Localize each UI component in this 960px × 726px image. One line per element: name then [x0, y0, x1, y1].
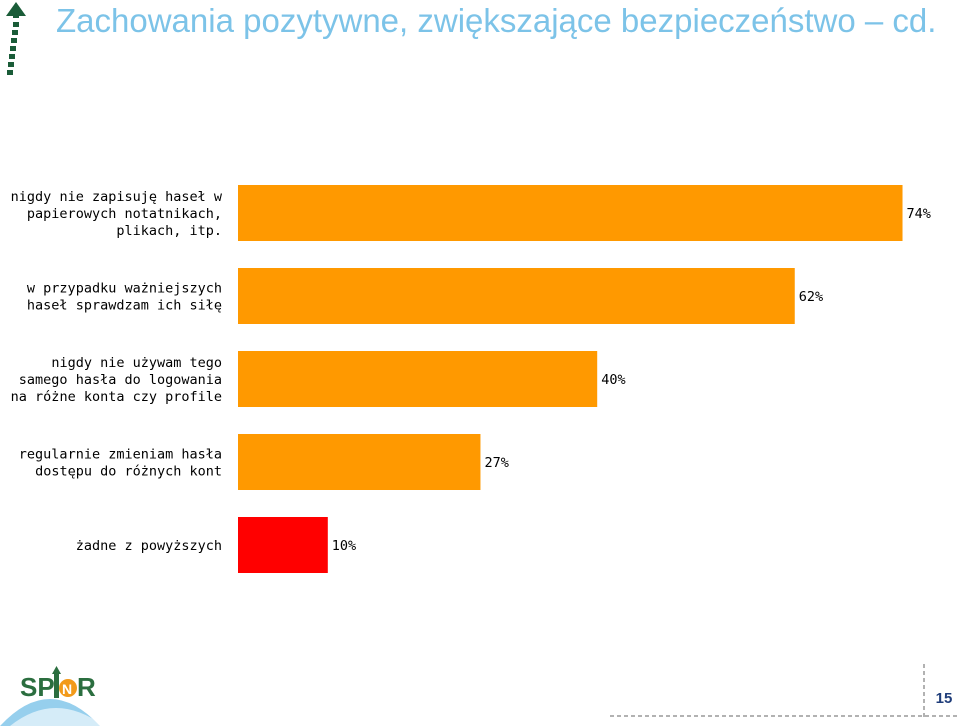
category-label-line: nigdy nie zapisuję haseł w [11, 189, 223, 205]
page-number: 15 [935, 690, 953, 707]
category-label-4: żadne z powyższych [76, 538, 222, 554]
category-label-line: haseł sprawdzam ich siłę [27, 298, 222, 314]
bar-4 [238, 517, 328, 573]
category-label-line: regularnie zmieniam hasła [19, 447, 222, 463]
value-label-4: 10% [332, 538, 356, 554]
svg-text:SP: SP [20, 672, 55, 702]
category-label-3: regularnie zmieniam hasła dostępu do różn… [19, 447, 222, 480]
category-label-line: papierowych notatnikach, [27, 206, 222, 222]
value-label-0: 74% [907, 206, 931, 222]
slide-title: Zachowania pozytywne, zwiększające bezpi… [56, 2, 937, 39]
category-label-line: plikach, itp. [116, 223, 222, 239]
bar-0 [238, 185, 903, 241]
category-label-1: w przypadku ważniejszych haseł sprawdzam … [27, 281, 222, 314]
bar-3 [238, 434, 481, 490]
svg-text:R: R [77, 672, 96, 702]
corner-arrow-icon [6, 2, 26, 75]
footer-divider [610, 664, 960, 720]
bar-chart: 74% nigdy nie zapisuję haseł w papierowych… [11, 185, 931, 573]
category-label-line: samego hasła do logowania [19, 372, 222, 388]
category-label-line: w przypadku ważniejszych [27, 281, 222, 297]
bar-1 [238, 268, 795, 324]
category-label-line: dostępu do różnych kont [35, 464, 222, 480]
category-label-2: nigdy nie używam tego samego hasła do log… [11, 355, 222, 405]
svg-text:N: N [62, 681, 72, 697]
value-label-1: 62% [799, 289, 823, 305]
value-label-3: 27% [484, 455, 508, 471]
category-label-line: żadne z powyższych [76, 538, 222, 554]
category-label-0: nigdy nie zapisuję haseł w papierowych no… [11, 189, 223, 239]
category-label-line: nigdy nie używam tego [51, 355, 222, 371]
value-label-2: 40% [601, 372, 625, 388]
spinor-logo: SP N R [0, 666, 104, 726]
category-label-line: na różne konta czy profile [11, 389, 222, 405]
bar-2 [238, 351, 598, 407]
